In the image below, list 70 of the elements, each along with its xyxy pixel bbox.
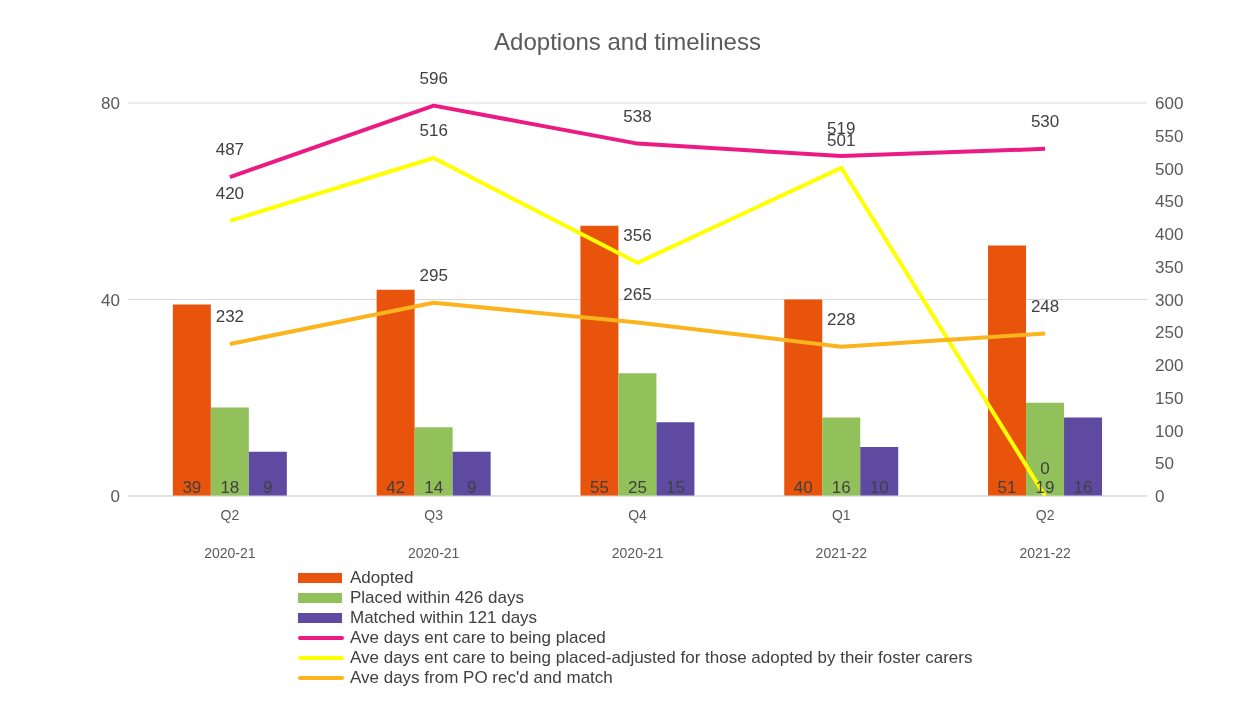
chart-title: Adoptions and timeliness bbox=[493, 28, 762, 56]
legend-label: Ave days ent care to being placed-adjusted for those adopted by their foster carers bbox=[350, 648, 973, 668]
data-label: 530 bbox=[1030, 111, 1060, 131]
y-tick-label: 0 bbox=[110, 487, 120, 507]
bar bbox=[860, 446, 899, 496]
data-label: 55 bbox=[589, 478, 609, 497]
legend-label: Adopted bbox=[350, 568, 414, 588]
y2-tick-label: 0 bbox=[1155, 487, 1165, 507]
data-label: 15 bbox=[665, 478, 685, 497]
data-label: 538 bbox=[623, 106, 652, 126]
legend-label: Placed within 426 days bbox=[350, 588, 524, 608]
bar bbox=[618, 373, 657, 496]
data-label: 356 bbox=[623, 225, 652, 245]
bar bbox=[822, 417, 861, 496]
bar bbox=[1026, 402, 1065, 496]
bar bbox=[656, 422, 695, 496]
bar bbox=[784, 299, 823, 496]
data-label: 596 bbox=[419, 68, 448, 88]
data-label: 25 bbox=[627, 478, 647, 497]
category-label: Q2 2021-22 bbox=[1019, 507, 1071, 561]
legend-label: Matched within 121 days bbox=[350, 608, 538, 628]
y2-tick-label: 150 bbox=[1155, 388, 1184, 408]
data-label: 16 bbox=[1073, 478, 1093, 497]
bar bbox=[210, 407, 249, 496]
legend-label: Ave days ent care to being placed bbox=[350, 628, 606, 648]
y2-tick-label: 500 bbox=[1155, 159, 1184, 179]
data-label: 295 bbox=[419, 265, 448, 285]
bar bbox=[376, 289, 415, 496]
y2-tick-label: 350 bbox=[1155, 257, 1184, 277]
data-label: 10 bbox=[869, 478, 889, 497]
data-label: 40 bbox=[793, 478, 813, 497]
data-label: 18 bbox=[220, 478, 240, 497]
data-label: 0 bbox=[1040, 459, 1050, 478]
data-label: 487 bbox=[215, 140, 245, 160]
data-label: 9 bbox=[466, 478, 477, 497]
y2-tick-label: 550 bbox=[1155, 126, 1184, 146]
legend-label: Ave days from PO rec'd and match bbox=[350, 668, 613, 688]
category-label: Q1 2021-22 bbox=[815, 507, 867, 561]
category-label: Q4 2020-21 bbox=[611, 507, 664, 561]
y2-tick-label: 50 bbox=[1155, 454, 1174, 474]
y2-tick-label: 450 bbox=[1155, 192, 1184, 212]
data-label: 420 bbox=[215, 183, 245, 203]
category-label: Q2 2020-21 bbox=[204, 507, 256, 561]
data-label: 265 bbox=[623, 285, 652, 305]
y2-tick-label: 250 bbox=[1155, 323, 1184, 343]
y2-tick-label: 100 bbox=[1155, 421, 1184, 441]
data-label: 42 bbox=[386, 478, 406, 497]
bar bbox=[172, 304, 211, 496]
y2-tick-label: 200 bbox=[1155, 356, 1184, 376]
y-tick-label: 80 bbox=[101, 94, 120, 114]
bar bbox=[414, 427, 453, 496]
data-label: 516 bbox=[419, 121, 448, 141]
data-label: 51 bbox=[997, 478, 1017, 497]
data-label: 9 bbox=[263, 478, 273, 497]
bar bbox=[580, 225, 619, 496]
y2-tick-label: 400 bbox=[1155, 225, 1184, 245]
bar bbox=[1064, 417, 1103, 496]
data-label: 248 bbox=[1030, 296, 1060, 316]
data-label: 232 bbox=[215, 307, 245, 327]
data-label: 14 bbox=[424, 478, 444, 497]
y2-tick-label: 600 bbox=[1155, 94, 1184, 114]
category-label: Q3 2020-21 bbox=[408, 507, 460, 561]
data-label: 228 bbox=[827, 309, 856, 329]
bar bbox=[452, 451, 491, 496]
y2-tick-label: 300 bbox=[1155, 290, 1184, 310]
data-label: 16 bbox=[831, 478, 851, 497]
data-label: 39 bbox=[182, 478, 202, 497]
y-tick-label: 40 bbox=[101, 290, 120, 310]
bar bbox=[988, 245, 1027, 496]
bar bbox=[248, 451, 287, 496]
